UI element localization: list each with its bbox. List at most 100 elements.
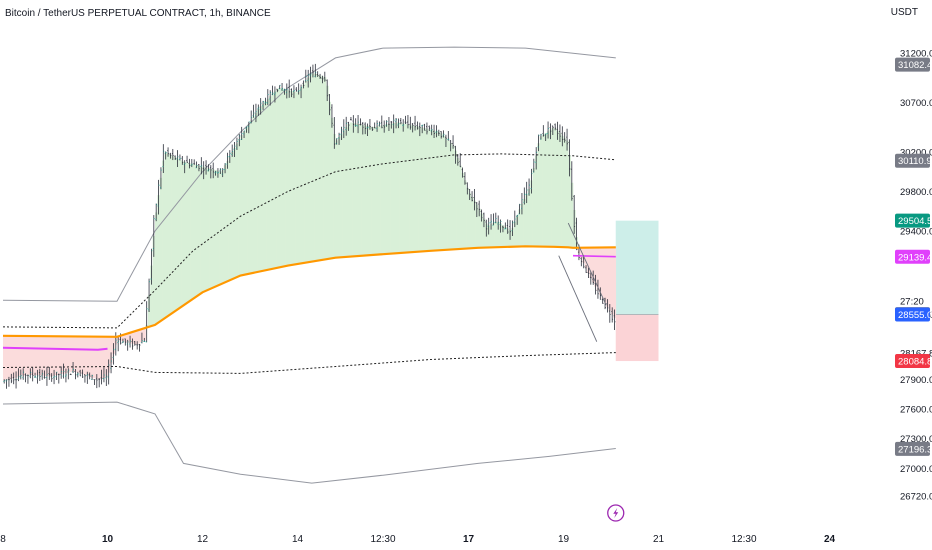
fill-region-slice (273, 91, 277, 269)
x-tick-label: 21 (653, 534, 665, 545)
fill-region-slice (537, 143, 541, 247)
fill-region-slice (83, 336, 87, 375)
fill-region-slice (171, 156, 175, 313)
fill-region-slice (19, 335, 23, 377)
fill-region-slice (259, 106, 263, 272)
fill-region-slice (556, 130, 560, 247)
fill-region-slice (252, 116, 256, 273)
fill-region-slice (399, 122, 403, 253)
fill-region-slice (12, 335, 16, 379)
fill-region-slice (107, 336, 111, 373)
y-tick-label: 29800.0 (900, 187, 932, 198)
y-tick-label: 29400.0 (900, 226, 932, 237)
fill-region-slice (188, 163, 191, 302)
fill-region-slice (240, 135, 244, 276)
fill-region-slice (29, 336, 32, 375)
fill-region-slice (409, 124, 412, 253)
fill-region-slice (309, 74, 313, 262)
fill-region-slice (283, 89, 286, 267)
fill-region-slice (494, 221, 498, 248)
fill-region-slice (90, 336, 94, 378)
fill-region-slice (611, 247, 614, 315)
fill-region-slice (183, 162, 187, 305)
fill-region-slice (226, 160, 229, 282)
fill-region-slice (440, 133, 443, 251)
fill-region-slice (124, 334, 127, 342)
fill-region-slice (60, 336, 63, 375)
fill-region-slice (442, 135, 446, 250)
fill-region-slice (432, 130, 436, 251)
fill-region-slice (532, 167, 536, 247)
x-tick-label: 8 (0, 534, 6, 545)
fill-region-slice (544, 132, 548, 247)
fill-region-slice (392, 122, 396, 254)
y-tick-label: 27000.0 (900, 464, 932, 475)
fill-region-slice (307, 77, 310, 263)
fill-region-slice (250, 120, 253, 274)
fill-region-slice (295, 92, 298, 265)
fill-region-slice (383, 124, 386, 255)
fill-region-slice (599, 247, 602, 295)
fill-region-slice (321, 76, 324, 260)
fill-region-slice (102, 336, 106, 379)
price-badge-label: 31082.4 (898, 60, 932, 71)
fill-region-slice (361, 124, 365, 256)
price-badge (895, 441, 930, 456)
fill-region-slice (340, 133, 343, 258)
fill-region-slice (278, 87, 282, 268)
x-tick-label: 14 (292, 534, 304, 545)
fill-region-slice (421, 127, 424, 252)
fill-region-slice (133, 331, 137, 345)
fill-region-slice (328, 101, 332, 259)
position-stop-zone[interactable] (615, 314, 659, 362)
fill-region-slice (214, 170, 218, 287)
x-tick-label: 12:30 (370, 534, 395, 545)
fill-region-slice (136, 330, 139, 345)
channel-upper-line[interactable] (567, 222, 607, 306)
fill-region-slice (157, 195, 161, 323)
fill-region-slice (333, 133, 336, 258)
fill-region-slice (565, 140, 569, 248)
x-tick-label: 24 (824, 534, 836, 545)
fill-region-slice (223, 165, 227, 283)
fill-region-slice (288, 90, 291, 266)
fill-region-slice (342, 130, 346, 258)
fill-region-slice (88, 336, 92, 377)
fill-region-slice (297, 90, 301, 264)
fill-region-slice (425, 128, 429, 252)
fill-region-slice (197, 165, 201, 295)
fill-region-slice (195, 165, 199, 297)
fill-region-slice (337, 137, 341, 258)
fill-region-slice (516, 215, 519, 247)
fill-region-slice (352, 122, 355, 257)
fill-region-slice (271, 93, 275, 269)
fill-region-slice (470, 196, 474, 249)
fill-region-slice (568, 155, 571, 248)
fill-region-slice (26, 336, 30, 375)
fill-region-slice (176, 158, 180, 310)
previous-vwap-line (2, 346, 108, 351)
fill-region-slice (181, 161, 184, 307)
fill-region-slice (24, 336, 28, 375)
fill-region-slice (109, 336, 113, 364)
fill-region-slice (444, 138, 448, 250)
fill-region-slice (349, 122, 353, 257)
fill-region-slice (93, 336, 96, 379)
channel-lower-line[interactable] (558, 255, 598, 342)
fill-region-slice (549, 129, 552, 247)
fill-region-slice (212, 169, 215, 288)
position-target-zone[interactable] (615, 220, 659, 315)
price-badge (895, 249, 930, 264)
fill-region-slice (551, 127, 555, 247)
fill-region-slice (326, 85, 329, 260)
fill-region-slice (330, 117, 334, 259)
fill-region-slice (480, 213, 484, 248)
fill-region-slice (423, 128, 427, 252)
fill-region-slice (74, 336, 77, 372)
fill-region-slice (216, 170, 220, 286)
fill-region-slice (50, 336, 54, 377)
countdown-label: 27:20 (900, 297, 924, 308)
fill-region-slice (302, 84, 305, 264)
fill-region-slice (385, 124, 389, 254)
